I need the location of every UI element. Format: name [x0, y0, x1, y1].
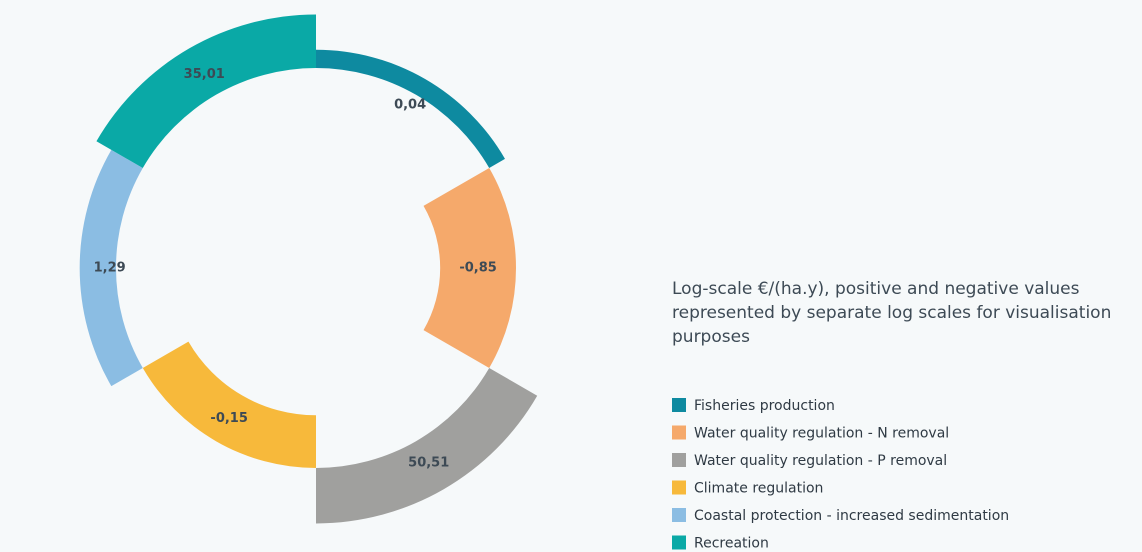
- legend-swatch: [672, 480, 686, 495]
- legend-label: Coastal protection - increased sedimenta…: [694, 508, 1009, 524]
- legend-swatch: [672, 508, 686, 522]
- value-label: -0,85: [459, 261, 496, 276]
- legend-label: Fisheries production: [694, 398, 835, 414]
- legend-label: Water quality regulation - P removal: [694, 453, 947, 469]
- value-label: 0,04: [394, 97, 426, 112]
- bar: [142, 341, 316, 468]
- bar: [316, 368, 538, 524]
- bar: [423, 168, 516, 368]
- value-labels: 0,04 -0,85 50,51 -0,15 1,29 35,01: [94, 67, 497, 471]
- chart-title: Log-scale €/(ha.y), positive and negativ…: [672, 279, 1111, 347]
- bar: [316, 49, 505, 168]
- legend-label: Climate regulation: [694, 481, 823, 497]
- value-label: -0,15: [210, 411, 247, 426]
- legend-swatch: [672, 425, 686, 440]
- legend-label: Water quality regulation - N removal: [694, 426, 949, 442]
- value-label: 1,29: [94, 261, 126, 276]
- ring-group: [79, 14, 538, 524]
- legend: Fisheries production Water quality regula…: [672, 398, 1009, 552]
- value-label: 50,51: [408, 456, 449, 471]
- bar: [79, 149, 143, 387]
- bar: [96, 14, 317, 168]
- legend-swatch: [672, 398, 686, 412]
- legend-swatch: [672, 535, 686, 550]
- legend-swatch: [672, 453, 686, 467]
- legend-label: Recreation: [694, 536, 769, 552]
- value-label: 35,01: [184, 67, 225, 82]
